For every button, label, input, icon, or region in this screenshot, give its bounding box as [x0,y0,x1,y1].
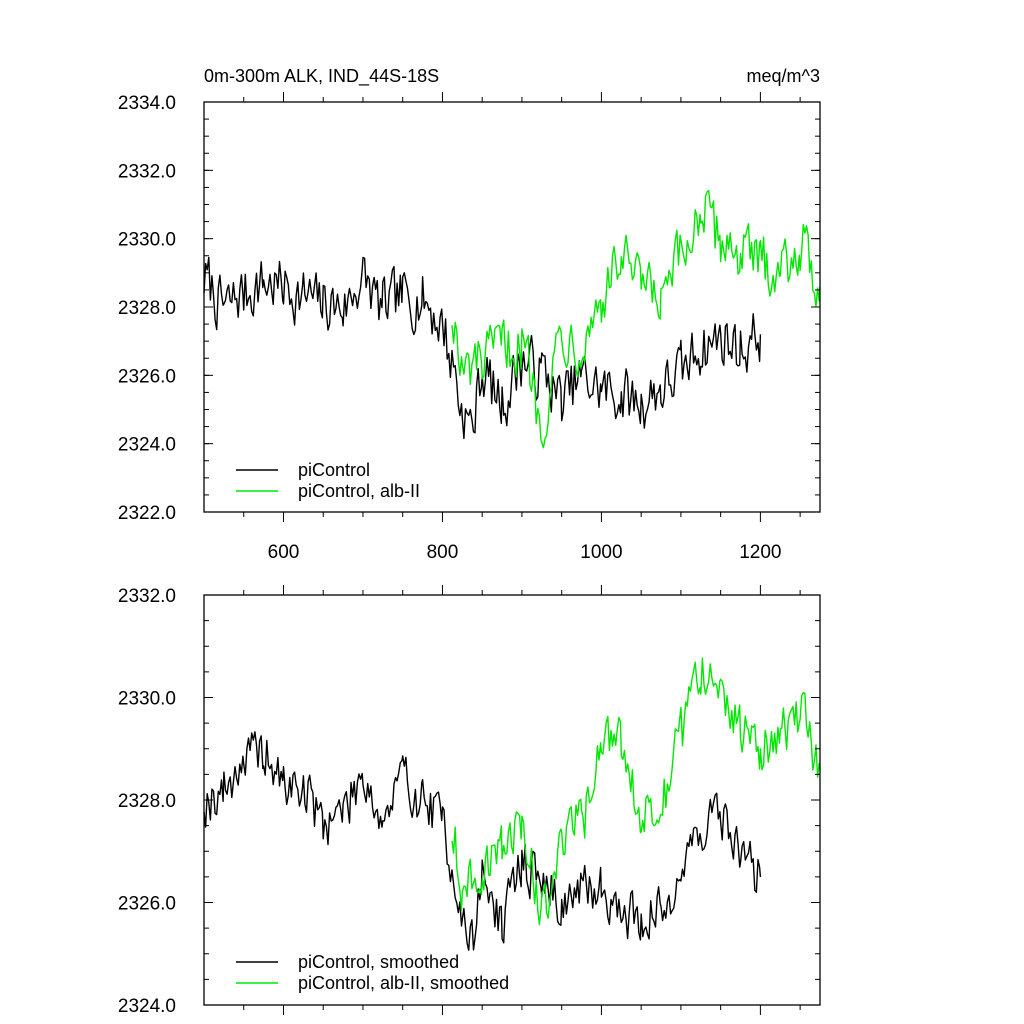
y-tick-label: 2324.0 [118,435,176,456]
legend-label-alb-ii-smoothed: piControl, alb-II, smoothed [298,973,509,993]
top-panel-series [203,189,821,449]
top-series-picontrol [203,256,762,440]
y-tick-label: 2334.0 [118,93,176,114]
x-tick-label: 600 [268,542,300,563]
bottom-panel-frame [203,594,821,1006]
bottom-panel: 2324.0 2326.0 2328.0 2330.0 2332.0 piControl… [118,585,821,1017]
x-tick-label: 1200 [739,542,781,563]
top-panel-ticks: 2322.0 2324.0 2326.0 2328.0 2330.0 2332.0 2334… [118,92,820,563]
top-panel: 0m-300m ALK, IND_44S-18S meq/m^3 2322.02… [118,66,821,563]
y-tick-label: 2330.0 [118,230,176,251]
bottom-panel-legend: piControl, smoothed piControl, alb-II, s… [236,952,509,993]
bottom-series-picontrol-smoothed [203,731,762,951]
y-tick-label: 2328.0 [118,298,176,319]
y-tick-label: 2322.0 [118,503,176,524]
legend-label-picontrol-smoothed: piControl, smoothed [298,952,459,972]
top-panel-title: 0m-300m ALK, IND_44S-18S [204,66,439,87]
top-series-picontrol-alb-ii [451,189,821,449]
top-panel-legend: piControl piControl, alb-II [236,460,420,501]
y-tick-label: 2332.0 [118,161,176,182]
x-tick-label: 800 [427,542,459,563]
legend-label-picontrol: piControl [298,460,370,480]
y-tick-label: 2326.0 [118,366,176,387]
y-tick-label: 2330.0 [118,689,176,710]
legend-label-alb-ii: piControl, alb-II [298,481,420,501]
y-tick-label: 2332.0 [118,586,176,607]
bottom-series-picontrol-alb-ii-smoothed [451,657,821,926]
y-tick-label: 2324.0 [118,996,176,1017]
bottom-panel-ticks: 2324.0 2326.0 2328.0 2330.0 2332.0 [118,585,820,1017]
top-panel-units: meq/m^3 [747,66,820,86]
y-tick-label: 2328.0 [118,791,176,812]
top-panel-frame [203,101,821,513]
y-tick-label: 2326.0 [118,894,176,915]
x-tick-label: 1000 [580,542,622,563]
bottom-panel-series [203,657,821,951]
